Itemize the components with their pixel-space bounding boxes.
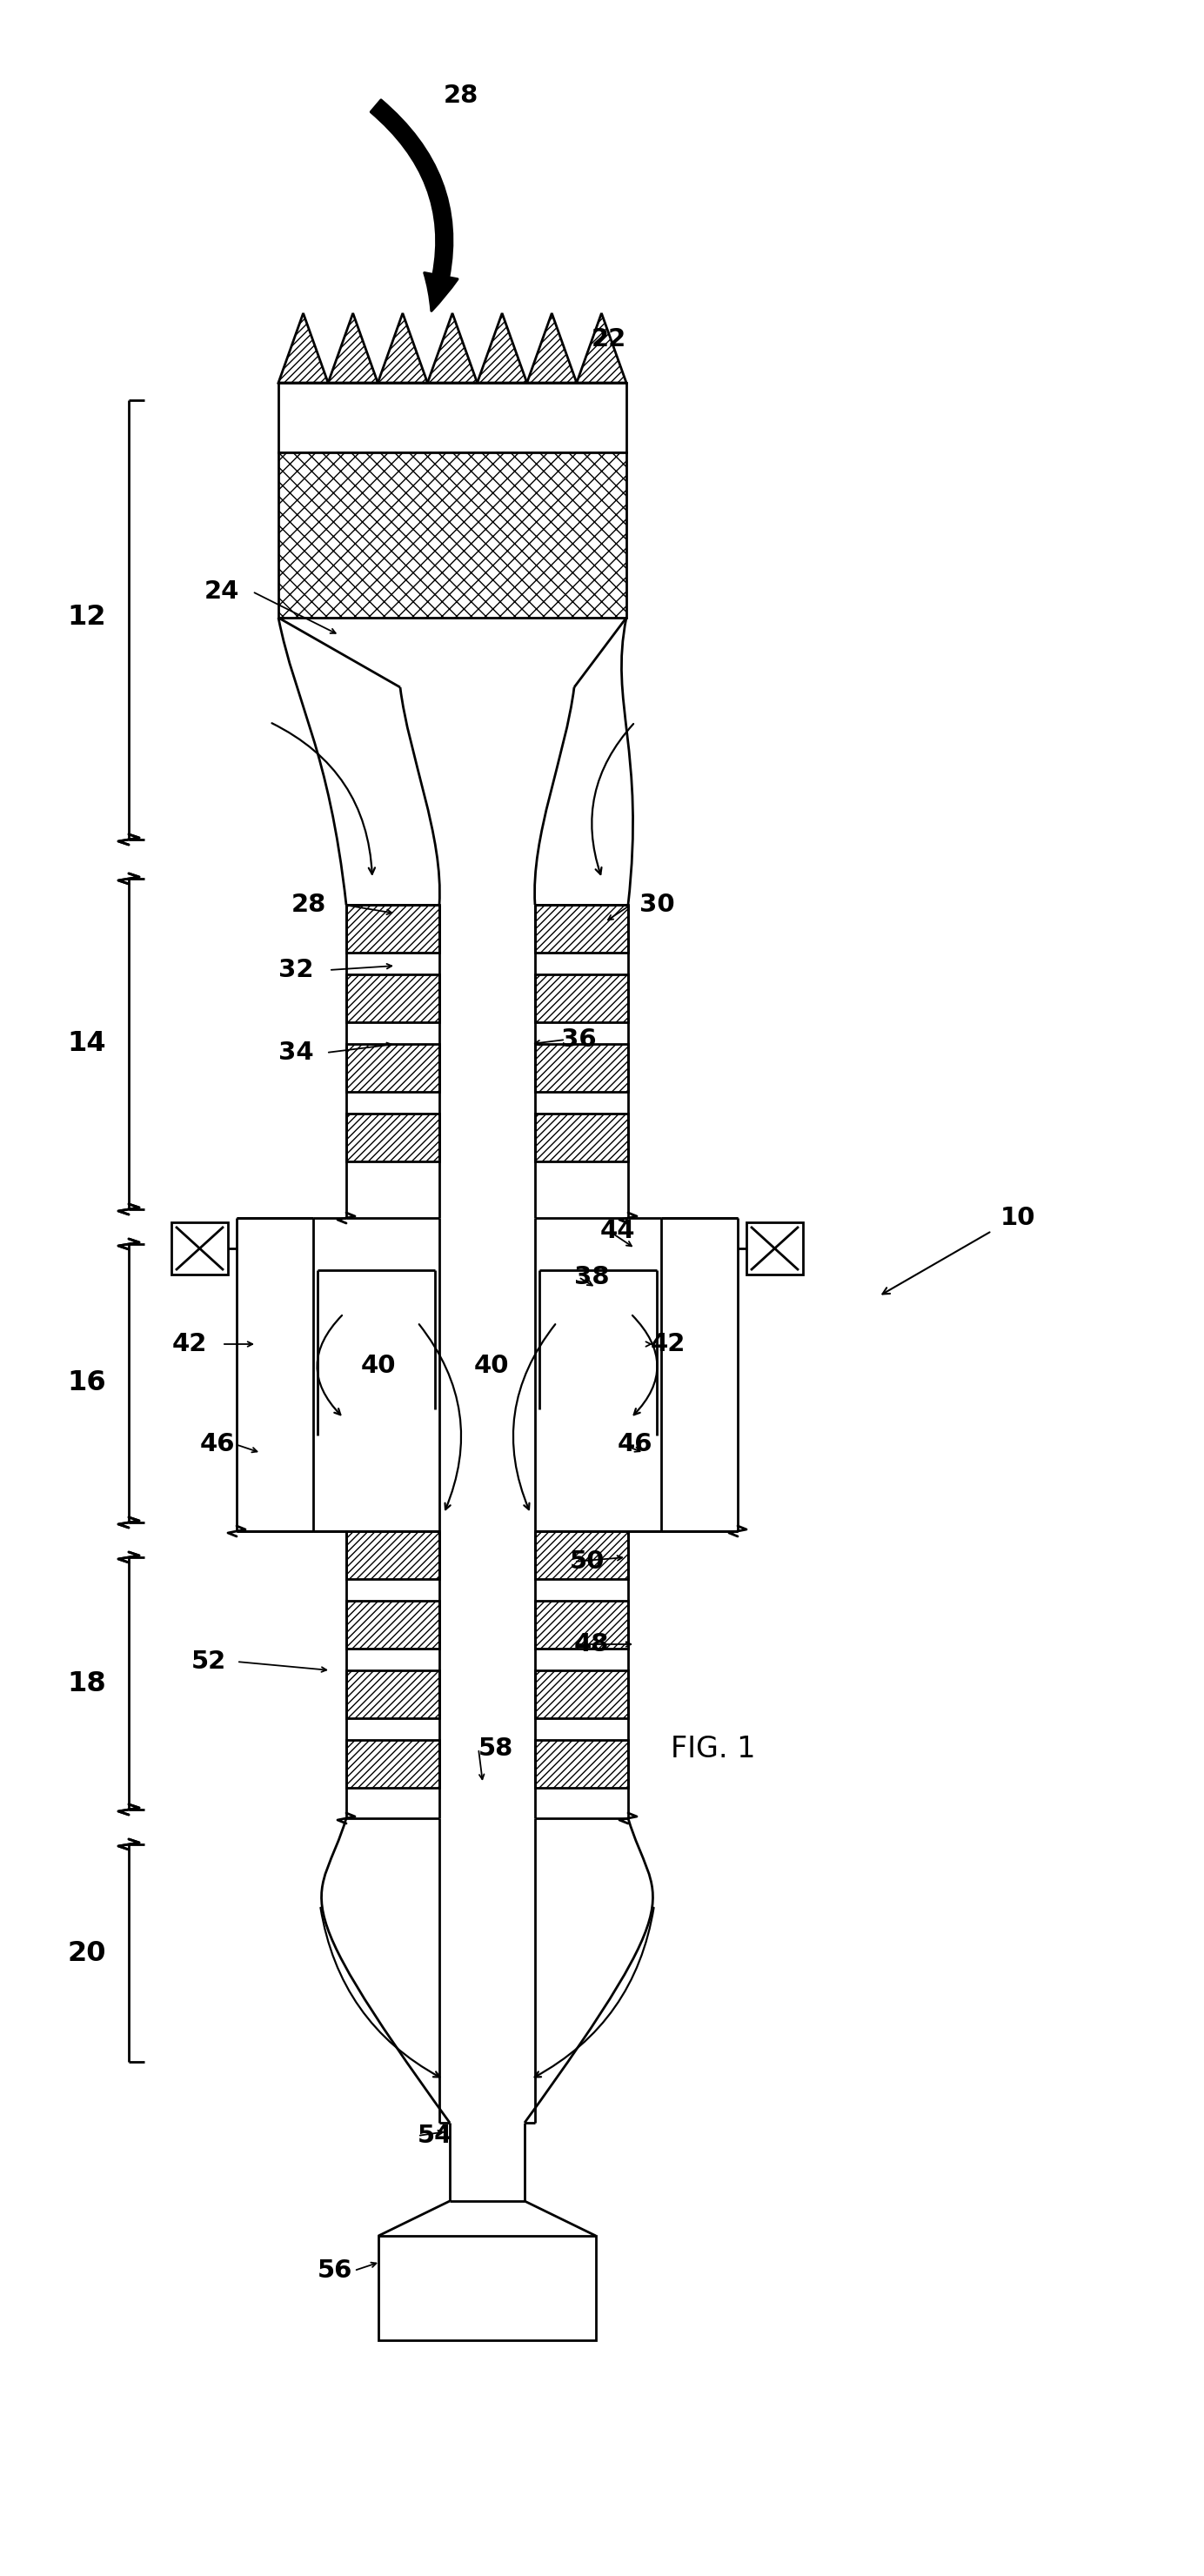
Bar [171,1224,228,1275]
Text: FIG. 1: FIG. 1 [671,1734,756,1762]
Text: 44: 44 [600,1218,636,1244]
Text: 50: 50 [569,1548,604,1574]
Polygon shape [329,314,378,384]
FancyArrowPatch shape [513,1324,555,1510]
Text: 42: 42 [172,1332,207,1358]
Text: 48: 48 [574,1633,609,1656]
Text: 20: 20 [67,1940,106,1965]
Text: 28: 28 [291,894,326,917]
FancyArrowPatch shape [535,1909,654,2076]
Text: 36: 36 [561,1028,596,1051]
Text: 40: 40 [361,1352,396,1378]
Bar [347,1113,439,1162]
Text: 10: 10 [1001,1206,1035,1231]
Text: 14: 14 [67,1030,106,1059]
Text: 58: 58 [478,1736,513,1762]
FancyArrowPatch shape [320,1909,439,2076]
Polygon shape [378,314,427,384]
Bar [535,1043,628,1092]
Bar [347,1530,439,1579]
Text: 24: 24 [205,580,240,603]
Text: 42: 42 [650,1332,685,1358]
FancyArrowPatch shape [371,100,458,312]
Text: 46: 46 [618,1432,653,1455]
FancyArrowPatch shape [632,1316,657,1414]
Polygon shape [278,314,329,384]
Polygon shape [577,314,626,384]
Text: 28: 28 [443,82,478,108]
Text: 30: 30 [639,894,674,917]
Bar [535,1600,628,1649]
Text: 18: 18 [67,1669,106,1698]
Bar [535,1739,628,1788]
Text: 22: 22 [591,327,626,350]
FancyArrowPatch shape [883,1231,990,1293]
Bar [535,974,628,1023]
Bar [347,1669,439,1718]
Polygon shape [477,314,527,384]
Text: 54: 54 [418,2123,453,2148]
Text: 56: 56 [318,2259,353,2282]
Bar [378,2236,596,2339]
FancyArrowPatch shape [419,1324,461,1510]
Polygon shape [427,314,477,384]
Bar [347,1600,439,1649]
Polygon shape [278,618,359,904]
Text: 46: 46 [200,1432,235,1455]
Bar [535,1669,628,1718]
FancyArrowPatch shape [272,724,374,873]
Bar [746,1224,803,1275]
Bar [535,1530,628,1579]
Text: 40: 40 [474,1352,509,1378]
Bar [347,904,439,953]
Bar [347,1739,439,1788]
Text: 32: 32 [278,958,313,981]
Bar [347,1043,439,1092]
Bar [535,904,628,953]
Bar [278,384,626,453]
Polygon shape [527,314,577,384]
FancyArrowPatch shape [317,1316,342,1414]
Text: 38: 38 [574,1265,609,1291]
Text: 52: 52 [191,1649,226,1674]
Bar [535,1113,628,1162]
FancyArrowPatch shape [592,724,633,873]
Text: 34: 34 [278,1041,313,1064]
Text: 16: 16 [67,1370,106,1396]
Bar [347,974,439,1023]
Bar [278,453,626,618]
Text: 12: 12 [67,605,106,631]
